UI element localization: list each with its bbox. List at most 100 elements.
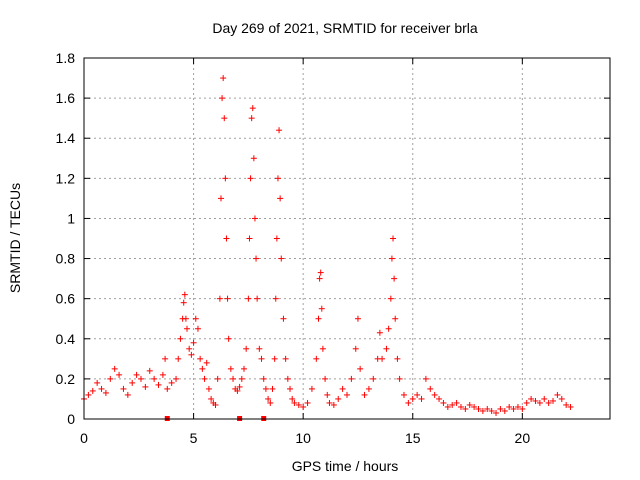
data-point [466, 401, 473, 408]
data-point [506, 403, 513, 410]
data-point [208, 395, 215, 402]
data-point [98, 385, 105, 392]
data-point [120, 385, 127, 392]
data-point [322, 375, 329, 382]
data-point [175, 355, 182, 362]
data-point [124, 391, 131, 398]
data-point [142, 383, 149, 390]
data-point [247, 175, 254, 182]
data-point [227, 365, 234, 372]
data-point [326, 399, 333, 406]
data-point [246, 235, 253, 242]
data-point [541, 395, 548, 402]
data-point [523, 399, 530, 406]
data-point [493, 409, 500, 416]
data-point [274, 175, 281, 182]
data-point [258, 355, 265, 362]
data-point [240, 365, 247, 372]
data-point [365, 385, 372, 392]
data-point [563, 401, 570, 408]
data-point [181, 291, 188, 298]
data-point [497, 405, 504, 412]
data-point [449, 401, 456, 408]
data-point [164, 385, 171, 392]
data-point [155, 381, 162, 388]
data-point [102, 389, 109, 396]
data-point [254, 295, 261, 302]
x-tick-label: 10 [295, 430, 311, 446]
data-point [225, 335, 232, 342]
data-point [177, 335, 184, 342]
data-point [186, 345, 193, 352]
data-point [253, 255, 260, 262]
data-point [431, 391, 438, 398]
x-tick-label: 15 [405, 430, 421, 446]
data-point [300, 403, 307, 410]
data-point [287, 385, 294, 392]
data-point [558, 395, 565, 402]
data-point [388, 255, 395, 262]
data-point [348, 375, 355, 382]
data-point [224, 295, 231, 302]
y-tick-label: 0.2 [56, 371, 76, 387]
data-point [194, 325, 201, 332]
data-point [318, 305, 325, 312]
x-tick-label: 0 [80, 430, 88, 446]
data-point [230, 375, 237, 382]
data-point [354, 315, 361, 322]
data-point [479, 407, 486, 414]
data-point [222, 175, 229, 182]
data-point [282, 355, 289, 362]
data-point [308, 385, 315, 392]
y-tick-label: 0.8 [56, 251, 76, 267]
data-point [250, 155, 257, 162]
data-point [376, 329, 383, 336]
data-point [220, 75, 227, 82]
data-point [357, 365, 364, 372]
data-point [271, 355, 278, 362]
data-point [436, 395, 443, 402]
y-tick-label: 1.6 [56, 90, 76, 106]
y-tick-label: 0.4 [56, 331, 76, 347]
data-point [260, 375, 267, 382]
data-point [162, 355, 169, 362]
data-point [501, 407, 508, 414]
data-point [361, 391, 368, 398]
data-point [392, 315, 399, 322]
data-point [335, 395, 342, 402]
data-point [159, 371, 166, 378]
data-point [385, 325, 392, 332]
chart-title: Day 269 of 2021, SRMTID for receiver brl… [212, 20, 478, 36]
data-point [111, 365, 118, 372]
data-point [116, 371, 123, 378]
gridlines [84, 58, 610, 419]
y-axis-label: SRMTID / TECUs [7, 183, 23, 293]
data-point [236, 383, 243, 390]
data-point [289, 395, 296, 402]
data-points [81, 75, 574, 416]
data-point [422, 375, 429, 382]
x-tick-label: 20 [515, 430, 531, 446]
data-point [243, 345, 250, 352]
data-point [212, 401, 219, 408]
axis-ticks: 0 0.2 0.4 0.6 0.8 1 1.2 1.4 1.6 1.8 0 5 10 15 20 [56, 50, 610, 446]
data-point [444, 403, 451, 410]
data-point [514, 403, 521, 410]
data-point [249, 105, 256, 112]
data-point [519, 405, 526, 412]
data-point [510, 405, 517, 412]
data-point [387, 295, 394, 302]
data-point [488, 407, 495, 414]
data-point [427, 385, 434, 392]
data-point [272, 295, 279, 302]
data-point [184, 325, 191, 332]
data-point [245, 295, 252, 302]
data-point [390, 235, 397, 242]
data-point [317, 269, 324, 276]
data-point [457, 403, 464, 410]
data-point [85, 391, 92, 398]
data-point [248, 115, 255, 122]
data-point [280, 315, 287, 322]
data-point [276, 127, 283, 134]
